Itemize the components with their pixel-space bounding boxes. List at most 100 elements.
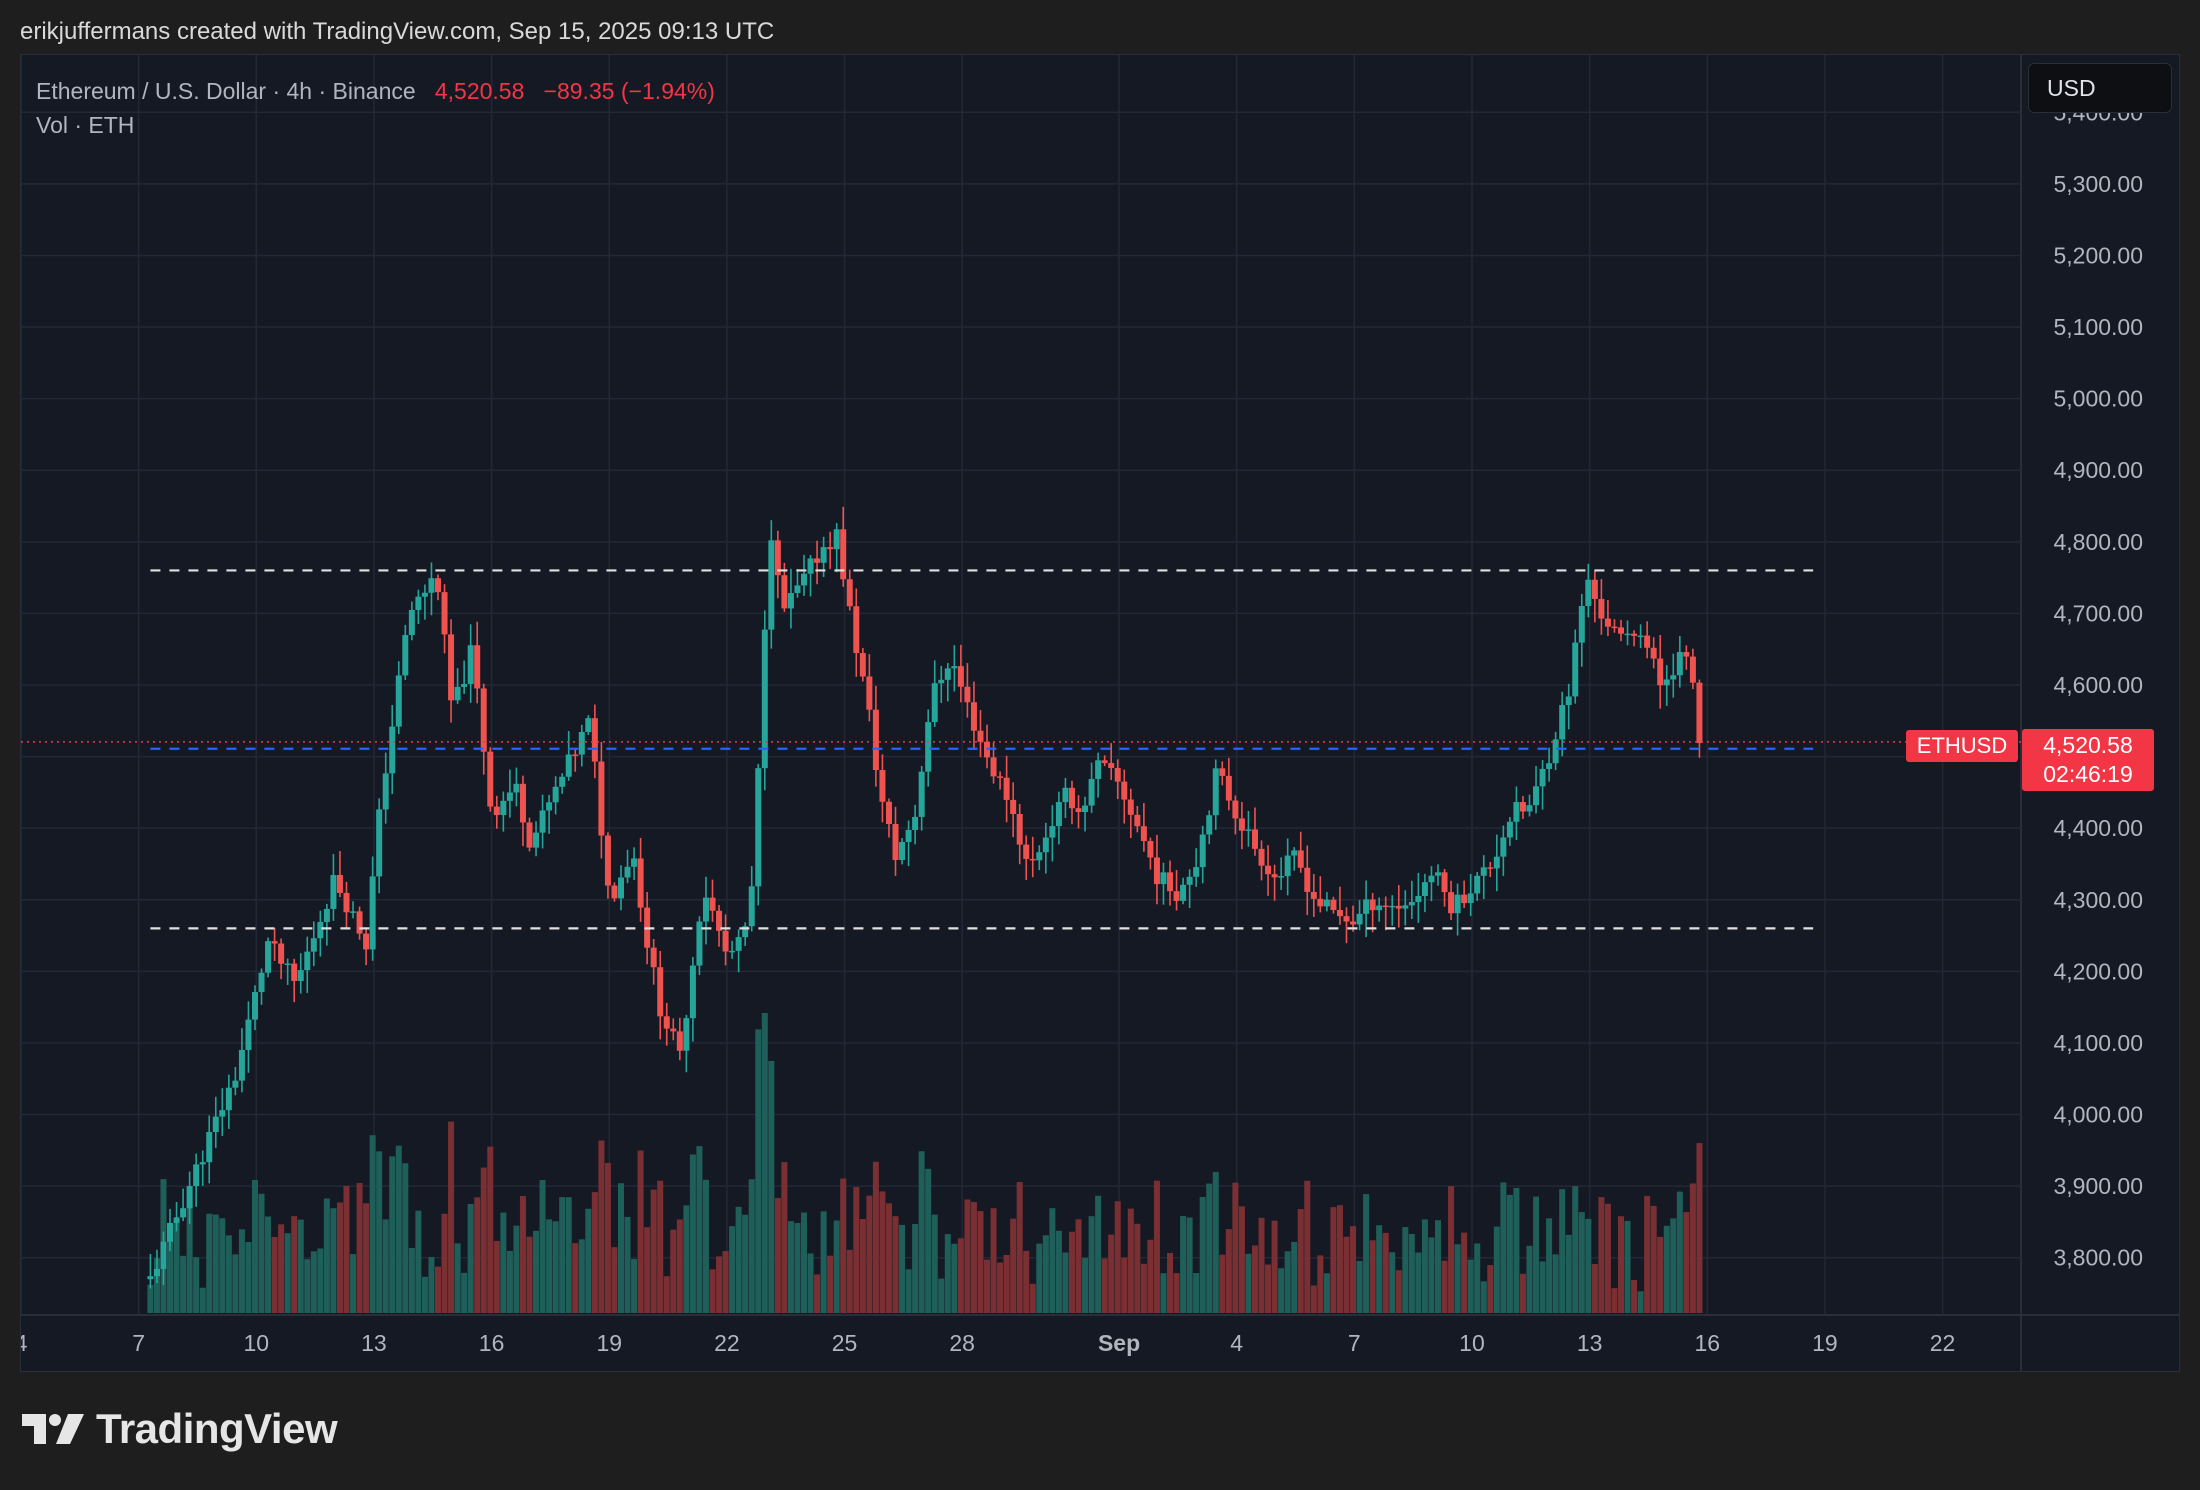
volume-bar — [1670, 1218, 1677, 1313]
volume-bar — [546, 1219, 553, 1313]
candle-body — [892, 824, 899, 860]
volume-bar — [1461, 1232, 1468, 1313]
volume-bar — [1454, 1244, 1461, 1313]
brand-logo[interactable]: TradingView — [22, 1405, 338, 1453]
candle-body — [336, 875, 343, 893]
volume-bar — [1356, 1260, 1363, 1313]
candle-body — [1683, 652, 1690, 657]
volume-bar — [1101, 1258, 1108, 1313]
candle-body — [1219, 768, 1226, 776]
candle-body — [1572, 642, 1579, 697]
volume-bar — [167, 1227, 174, 1313]
volume-bar — [742, 1214, 749, 1313]
volume-bar — [696, 1146, 703, 1313]
volume-bar — [604, 1163, 611, 1313]
volume-bar — [1343, 1236, 1350, 1313]
candle-body — [1519, 802, 1526, 812]
candle-body — [748, 886, 755, 927]
volume-bar — [1291, 1241, 1298, 1313]
candle-body — [650, 947, 657, 968]
candle-body — [814, 558, 821, 563]
candle-body — [147, 1276, 154, 1280]
y-tick-label: 3,800.00 — [2053, 1245, 2143, 1271]
volume-bar — [899, 1224, 906, 1313]
volume-bar — [957, 1238, 964, 1313]
volume-bar — [650, 1189, 657, 1313]
x-tick-label: 10 — [243, 1330, 269, 1356]
candle-body — [1055, 802, 1062, 827]
x-tick-label: 19 — [1812, 1330, 1838, 1356]
volume-bar — [1114, 1201, 1121, 1313]
volume-bar — [1042, 1235, 1049, 1313]
candle-body — [559, 776, 566, 787]
price-chart[interactable]: 5,400.005,300.005,200.005,100.005,000.00… — [21, 55, 2179, 1371]
candle-body — [1546, 763, 1553, 769]
volume-bar — [1095, 1195, 1102, 1313]
y-tick-label: 4,900.00 — [2053, 457, 2143, 483]
volume-bar — [1068, 1231, 1075, 1313]
candle-body — [238, 1049, 245, 1081]
volume-bar — [1251, 1245, 1258, 1313]
volume-bar — [644, 1227, 651, 1313]
candle-body — [1075, 808, 1082, 813]
x-tick-label: 4 — [21, 1330, 28, 1356]
volume-bar — [369, 1135, 376, 1313]
legend-volume: Vol · ETH — [36, 112, 135, 138]
candle-body — [454, 686, 461, 701]
candle-body — [944, 668, 951, 680]
candle-body — [1480, 867, 1487, 876]
candle-body — [709, 897, 716, 911]
volume-bar — [1526, 1245, 1533, 1313]
candle-body — [513, 783, 520, 793]
candle-body — [167, 1222, 174, 1242]
candle-body — [1434, 872, 1441, 876]
candle-body — [1173, 891, 1180, 901]
volume-bar — [1415, 1252, 1422, 1313]
candle-body — [774, 540, 781, 576]
volume-bar — [761, 1013, 768, 1313]
candle-body — [526, 822, 533, 848]
candle-body — [729, 950, 736, 953]
candle-body — [1317, 898, 1324, 907]
candle-body — [1284, 855, 1291, 877]
volume-bar — [428, 1256, 435, 1313]
volume-bar — [1519, 1273, 1526, 1313]
candle-body — [604, 835, 611, 886]
volume-bar — [683, 1205, 690, 1313]
candle-body — [1565, 696, 1572, 706]
candle-body — [1363, 899, 1370, 914]
candle-body — [1624, 633, 1631, 636]
candle-body — [546, 802, 553, 811]
volume-bar — [519, 1195, 526, 1313]
volume-bar — [833, 1220, 840, 1313]
volume-bar — [1552, 1254, 1559, 1313]
currency-selector[interactable]: USD — [2028, 63, 2172, 113]
volume-bar — [1297, 1209, 1304, 1313]
chart-panel[interactable]: 5,400.005,300.005,200.005,100.005,000.00… — [20, 54, 2180, 1372]
volume-bar — [598, 1140, 605, 1313]
volume-bar — [317, 1248, 324, 1313]
candle-body — [1291, 850, 1298, 856]
volume-bar — [1225, 1229, 1232, 1313]
volume-bar — [1395, 1270, 1402, 1313]
candle-body — [951, 666, 958, 669]
candle-body — [1310, 891, 1317, 899]
candle-body — [271, 941, 278, 944]
candle-body — [251, 992, 258, 1020]
candle-body — [866, 676, 873, 710]
candle-body — [434, 578, 441, 593]
candle-body — [1376, 905, 1383, 911]
volume-bar — [526, 1236, 533, 1313]
candle-body — [1186, 876, 1193, 885]
volume-bar — [1075, 1219, 1082, 1313]
candle-body — [1232, 800, 1239, 819]
candle-body — [343, 892, 350, 913]
volume-bar — [578, 1239, 585, 1313]
candle-body — [1180, 884, 1187, 901]
candle-body — [1644, 635, 1651, 648]
volume-bar — [284, 1233, 291, 1313]
volume-bar — [206, 1213, 213, 1313]
candle-body — [1225, 775, 1232, 801]
volume-bar — [1140, 1263, 1147, 1313]
volume-bar — [1618, 1216, 1624, 1313]
